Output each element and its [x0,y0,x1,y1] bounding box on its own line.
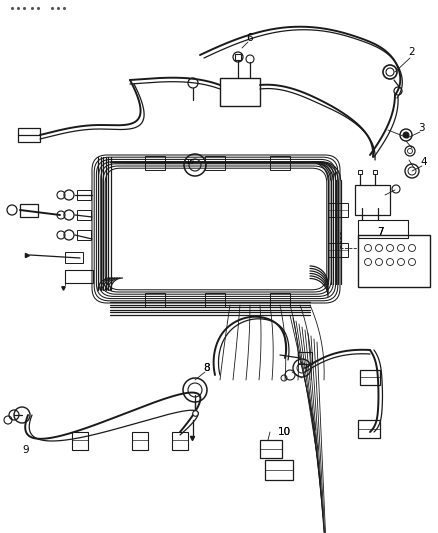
Bar [360,370,380,385]
Text: 7: 7 [377,227,384,237]
Text: 7: 7 [377,227,384,237]
Bar [205,156,225,170]
Bar [270,156,290,170]
Bar [358,235,430,287]
Circle shape [403,132,409,138]
Text: 8: 8 [203,363,210,373]
Bar [18,128,40,142]
Bar [328,243,348,257]
Bar [145,156,165,170]
Text: 2: 2 [408,47,415,57]
Bar [270,293,290,307]
Bar [72,432,88,450]
Text: 10: 10 [278,427,291,437]
Text: 9: 9 [22,445,28,455]
Bar [265,460,293,480]
Bar [145,293,165,307]
Text: 10: 10 [186,159,194,165]
Bar [77,230,91,240]
Text: 8: 8 [203,363,210,373]
Bar [132,432,148,450]
Bar [20,204,38,217]
Bar [205,293,225,307]
Text: 6: 6 [246,33,253,43]
Bar [220,78,260,106]
Bar [65,270,93,283]
Bar [355,185,390,215]
Text: 4: 4 [420,157,427,167]
Bar [77,190,91,200]
Text: 10: 10 [278,427,291,437]
Bar [358,220,408,238]
Bar [77,210,91,220]
Bar [358,420,380,438]
Bar [172,432,188,450]
Bar [260,440,282,458]
Bar [65,252,83,263]
Bar [328,203,348,217]
Bar [298,352,312,364]
Text: 3: 3 [418,123,424,133]
